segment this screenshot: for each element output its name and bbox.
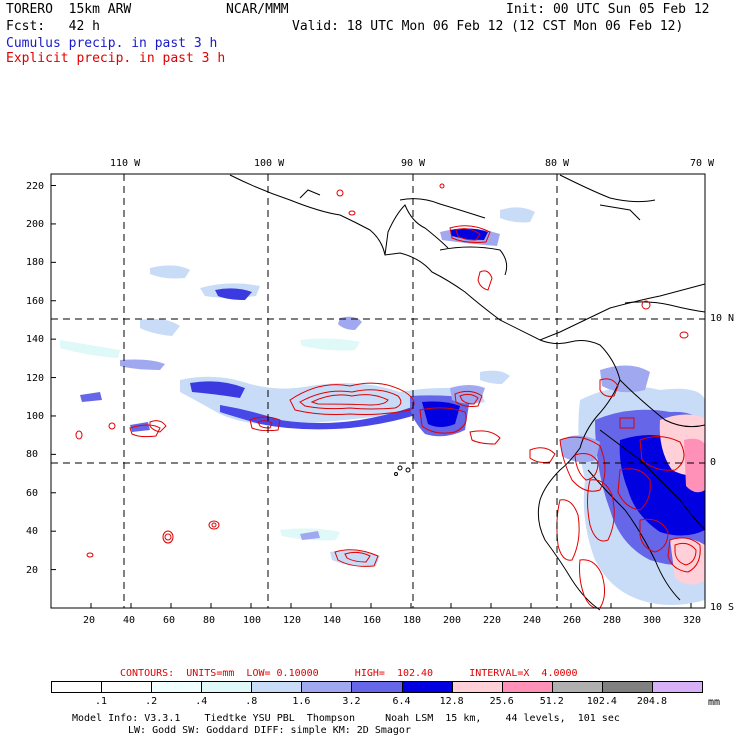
colorbar-label: 1.6 bbox=[292, 696, 311, 707]
colorbar-swatch bbox=[51, 681, 103, 693]
axis-ticks bbox=[51, 185, 692, 608]
colorbar-label: 12.8 bbox=[439, 696, 464, 707]
cumulus-legend: Cumulus precip. in past 3 h bbox=[6, 36, 218, 51]
x-tick-label: 60 bbox=[163, 615, 176, 626]
colorbar-label: .4 bbox=[195, 696, 208, 707]
x-tick-label: 260 bbox=[563, 615, 582, 626]
y-tick-label: 20 bbox=[26, 564, 39, 576]
colorbar-swatch bbox=[301, 681, 353, 693]
x-tick-label: 200 bbox=[443, 615, 462, 626]
colorbar-swatch bbox=[451, 681, 503, 693]
y-tick-label: 100 bbox=[26, 410, 45, 422]
lat-label-10n: 10 N bbox=[710, 313, 735, 324]
x-tick-label: 40 bbox=[123, 615, 136, 626]
colorbar-label: 204.8 bbox=[636, 696, 667, 707]
x-tick-label: 160 bbox=[363, 615, 382, 626]
colorbar-swatch bbox=[151, 681, 203, 693]
valid-time: Valid: 18 UTC Mon 06 Feb 12 (12 CST Mon … bbox=[292, 19, 684, 34]
x-tick-label: 100 bbox=[243, 615, 262, 626]
x-tick-label: 120 bbox=[283, 615, 302, 626]
y-tick-label: 80 bbox=[26, 449, 39, 461]
center-label: NCAR/MMM bbox=[226, 2, 289, 17]
x-tick-label: 280 bbox=[603, 615, 622, 626]
x-tick-label: 320 bbox=[683, 615, 702, 626]
lon-label-70w: 70 W bbox=[690, 158, 715, 169]
colorbar-swatch bbox=[251, 681, 303, 693]
colorbar-label: 3.2 bbox=[342, 696, 361, 707]
colorbar-swatch bbox=[101, 681, 153, 693]
model-info-line2: LW: Godd SW: Goddard DIFF: simple KM: 2D… bbox=[128, 725, 411, 736]
lon-label-110w: 110 W bbox=[110, 158, 141, 169]
graticule bbox=[51, 174, 705, 608]
colorbar-label: .1 bbox=[95, 696, 108, 707]
colorbar-label: 51.2 bbox=[539, 696, 564, 707]
forecast-hour: Fcst: 42 h bbox=[6, 19, 100, 34]
model-title: TORERO 15km ARW bbox=[6, 2, 132, 17]
y-tick-label: 60 bbox=[26, 487, 39, 499]
cumulus-precip-shading bbox=[60, 207, 705, 605]
colorbar-swatch bbox=[651, 681, 703, 693]
colorbar-label: .2 bbox=[145, 696, 158, 707]
colorbar-swatch bbox=[551, 681, 603, 693]
lon-label-100w: 100 W bbox=[254, 158, 285, 169]
map-frame bbox=[50, 173, 706, 609]
y-tick-label: 40 bbox=[26, 526, 39, 538]
colorbar-label: .8 bbox=[245, 696, 258, 707]
x-tick-label: 20 bbox=[83, 615, 96, 626]
y-tick-label: 120 bbox=[26, 372, 45, 384]
x-tick-label: 80 bbox=[203, 615, 216, 626]
lat-label-0: 0 bbox=[710, 457, 717, 468]
colorbar-label: 25.6 bbox=[489, 696, 514, 707]
colorbar-label: 6.4 bbox=[392, 696, 411, 707]
x-tick-label: 140 bbox=[323, 615, 342, 626]
x-tick-label: 300 bbox=[643, 615, 662, 626]
contour-info: CONTOURS: UNITS=mm LOW= 0.10000 HIGH= 10… bbox=[120, 668, 578, 679]
y-tick-label: 200 bbox=[26, 218, 45, 230]
colorbar-label: 102.4 bbox=[586, 696, 617, 707]
colorbar-swatch bbox=[501, 681, 553, 693]
colorbar-swatch bbox=[201, 681, 253, 693]
y-tick-label: 220 bbox=[26, 180, 45, 192]
init-time: Init: 00 UTC Sun 05 Feb 12 bbox=[506, 2, 710, 17]
coastlines bbox=[229, 174, 706, 611]
colorbar-unit: mm bbox=[708, 697, 721, 708]
lon-label-80w: 80 W bbox=[545, 158, 570, 169]
x-tick-label: 220 bbox=[483, 615, 502, 626]
model-info-line1: Model Info: V3.3.1 Tiedtke YSU PBL Thomp… bbox=[72, 713, 620, 724]
explicit-legend: Explicit precip. in past 3 h bbox=[6, 51, 226, 66]
y-tick-label: 140 bbox=[26, 334, 45, 346]
colorbar-swatch bbox=[401, 681, 453, 693]
x-tick-label: 180 bbox=[403, 615, 422, 626]
colorbar-swatch bbox=[601, 681, 653, 693]
x-tick-label: 240 bbox=[523, 615, 542, 626]
colorbar-swatch bbox=[351, 681, 403, 693]
lon-label-90w: 90 W bbox=[401, 158, 426, 169]
lat-label-10s: 10 S bbox=[710, 602, 735, 613]
y-tick-label: 160 bbox=[26, 295, 45, 307]
y-tick-label: 180 bbox=[26, 257, 45, 269]
